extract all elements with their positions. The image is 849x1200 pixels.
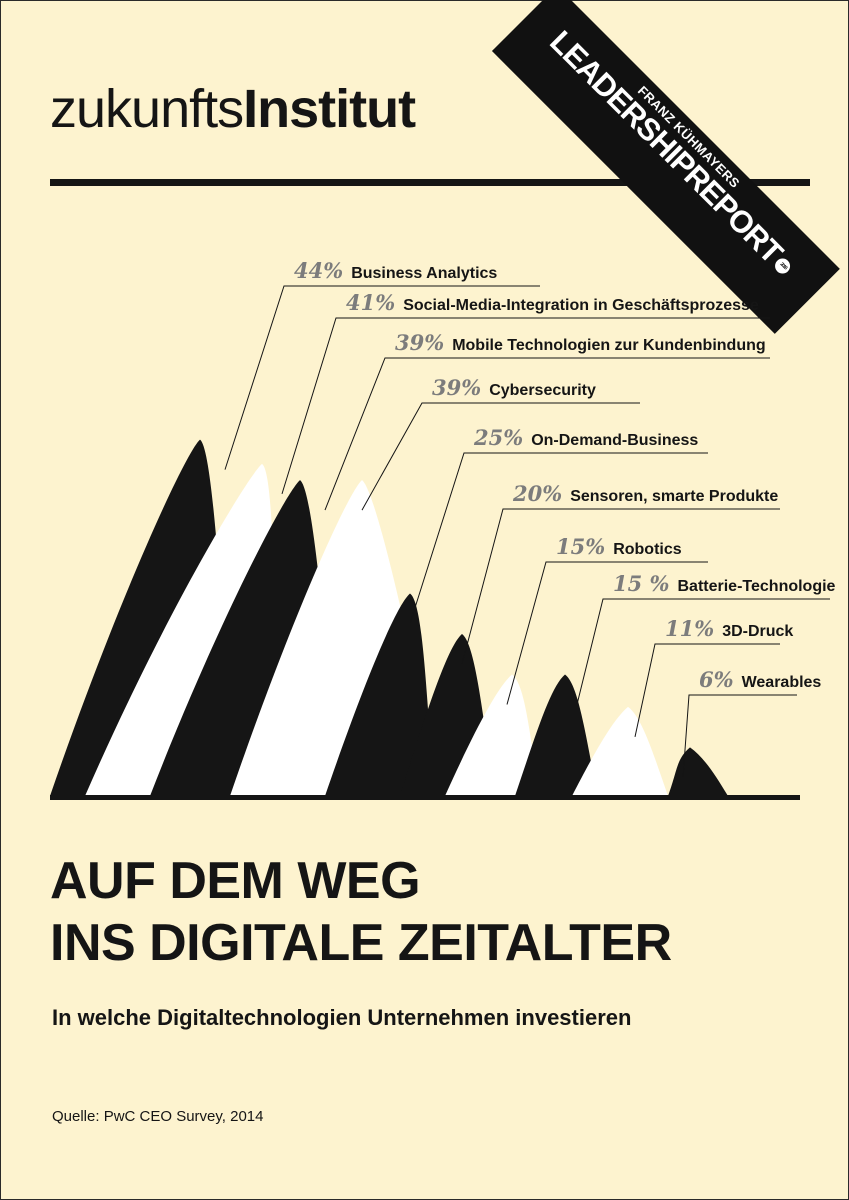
category-label-3: Mobile Technologien zur Kundenbindung <box>452 337 765 354</box>
chart-leader-lines <box>224 285 830 778</box>
leader-line-8 <box>576 598 830 705</box>
logo-text-light: zukunfts <box>50 79 244 139</box>
category-label-4: Cybersecurity <box>489 382 596 399</box>
leader-line-9 <box>634 643 780 738</box>
value-label-1: 44% <box>294 258 343 283</box>
category-label-2: Social-Media-Integration in Geschäftspro… <box>403 297 759 314</box>
leader-line-7 <box>506 561 708 705</box>
value-label-10: 6% <box>699 667 734 692</box>
peak-7 <box>445 674 540 796</box>
category-label-1: Business Analytics <box>351 265 497 282</box>
category-label-8: Batterie-Technologie <box>678 578 836 595</box>
value-label-7: 15% <box>556 534 605 559</box>
peak-9 <box>572 706 668 796</box>
leader-line-5 <box>409 452 708 624</box>
data-label-8: 15 % Batterie-Technologie <box>613 571 836 596</box>
value-label-3: 39% <box>395 330 444 355</box>
data-label-10: 6% Wearables <box>699 667 821 692</box>
chart-baseline <box>50 795 800 800</box>
value-label-4: 39% <box>432 375 481 400</box>
page-subtitle: In welche Digitaltechnologien Unternehme… <box>52 1005 632 1030</box>
value-label-9: 11% <box>665 616 714 641</box>
category-label-6: Sensoren, smarte Produkte <box>570 488 778 505</box>
source-note: Quelle: PwC CEO Survey, 2014 <box>52 1108 264 1125</box>
value-label-2: 41% <box>346 290 395 315</box>
leader-line-10 <box>682 694 797 778</box>
chart-labels: 44% Business Analytics 41% Social-Media-Int… <box>294 258 836 692</box>
page-headline: AUF DEM WEG INS DIGITALE ZEITALTER <box>50 850 672 974</box>
value-label-6: 20% <box>512 481 562 506</box>
data-label-6: 20% Sensoren, smarte Produkte <box>512 481 778 506</box>
data-label-9: 11% 3D-Druck <box>665 616 793 641</box>
peak-10 <box>668 747 728 796</box>
data-label-3: 39% Mobile Technologien zur Kundenbindung <box>395 330 766 355</box>
leader-line-6 <box>461 508 780 665</box>
peak-5 <box>325 593 435 796</box>
zukunftsinstitut-logo: zukunftsInstitut <box>50 79 416 139</box>
value-label-5: 25% <box>473 425 523 450</box>
headline-line-2: INS DIGITALE ZEITALTER <box>50 914 672 972</box>
leader-line-4 <box>361 402 640 511</box>
category-label-9: 3D-Druck <box>722 623 793 640</box>
category-label-10: Wearables <box>742 674 822 691</box>
header-divider <box>50 179 810 186</box>
leader-line-2 <box>281 317 770 495</box>
category-label-5: On-Demand-Business <box>531 432 698 449</box>
data-label-4: 39% Cybersecurity <box>432 375 596 400</box>
data-label-2: 41% Social-Media-Integration in Geschäfts… <box>346 290 759 315</box>
chart-peaks <box>50 439 728 796</box>
data-label-7: 15% Robotics <box>556 534 682 559</box>
leader-line-1 <box>224 285 540 470</box>
mountain-chart: 44% Business Analytics 41% Social-Media-Int… <box>50 258 836 800</box>
logo-text-bold: Institut <box>243 79 416 139</box>
data-label-5: 25% On-Demand-Business <box>473 425 698 450</box>
leader-line-3 <box>324 357 770 511</box>
data-label-1: 44% Business Analytics <box>294 258 497 283</box>
headline-line-1: AUF DEM WEG <box>50 852 421 910</box>
peak-8 <box>515 674 598 796</box>
value-label-8: 15 % <box>613 571 670 596</box>
category-label-7: Robotics <box>613 541 682 558</box>
